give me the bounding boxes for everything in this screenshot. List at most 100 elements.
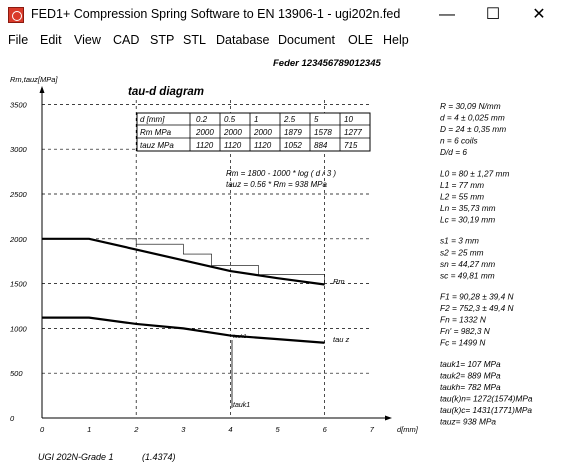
- table-cell: 1578: [314, 128, 332, 137]
- y-axis-arrow-icon: [39, 86, 45, 93]
- series-line-tauz: [42, 316, 325, 344]
- result-line: s2 = 25 mm: [440, 247, 484, 257]
- result-line: Fn' = 982,3 N: [440, 326, 490, 336]
- series-label-tauz: tau z: [333, 335, 350, 344]
- table-cell: d [mm]: [140, 115, 165, 124]
- table-cell: 0.2: [196, 115, 208, 124]
- menu-database[interactable]: Database: [216, 33, 270, 47]
- menu-stl[interactable]: STL: [183, 33, 206, 47]
- menu-stp[interactable]: STP: [150, 33, 175, 47]
- table-cell: 2000: [253, 128, 272, 137]
- result-line: n = 6 coils: [440, 136, 478, 146]
- menu-edit[interactable]: Edit: [40, 33, 62, 47]
- menu-document[interactable]: Document: [278, 33, 335, 47]
- table-cell: 1277: [344, 128, 362, 137]
- table-cell: 1879: [284, 128, 302, 137]
- table-cell: 1120: [254, 141, 272, 150]
- y-tick-label: 3500: [10, 100, 28, 109]
- material-factor: (1.4374): [142, 452, 176, 462]
- result-line: tau(k)c= 1431(1771)MPa: [440, 405, 532, 415]
- x-tick-label: 6: [323, 425, 328, 434]
- result-line: Ln = 35,73 mm: [440, 203, 496, 213]
- result-line: tauk2= 889 MPa: [440, 370, 501, 380]
- table-cell: 1052: [284, 141, 302, 150]
- x-tick-label: 3: [181, 425, 186, 434]
- material-name: UGI 202N-Grade 1: [38, 452, 114, 462]
- chart-title: tau-d diagram: [128, 86, 204, 98]
- result-line: sc = 49,81 mm: [440, 270, 495, 280]
- formula-rm: Rm = 1800 - 1000 * log ( d / 3 ): [226, 169, 336, 178]
- document-canvas: Feder 123456789012345 Rm,tauz[MPa] tau-d…: [9, 58, 533, 462]
- y-tick-label: 0: [10, 414, 15, 423]
- menu-view[interactable]: View: [74, 33, 101, 47]
- table-cell: 10: [344, 115, 353, 124]
- x-axis-arrow-icon: [385, 415, 392, 421]
- result-line: tauk1= 107 MPa: [440, 359, 501, 369]
- table-cell: tauz MPa: [140, 141, 174, 150]
- y-tick-label: 1000: [10, 324, 28, 333]
- x-tick-label: 7: [370, 425, 375, 434]
- result-line: L2 = 55 mm: [440, 191, 484, 201]
- result-line: tau(k)n= 1272(1574)MPa: [440, 394, 533, 404]
- menu-help[interactable]: Help: [383, 33, 409, 47]
- formula-tauz: tauz = 0.56 * Rm = 938 MPa: [226, 180, 327, 189]
- x-tick-label: 5: [276, 425, 281, 434]
- table-cell: Rm MPa: [140, 128, 172, 137]
- close-button[interactable]: ✕: [532, 6, 546, 23]
- rm-step-line: [126, 238, 325, 285]
- tauk1-top-label: tauk1: [233, 334, 246, 340]
- menu-bar: File Edit View CAD STP STL Database Docu…: [0, 30, 562, 52]
- series-line-rm: [42, 237, 325, 286]
- result-line: Lc = 30,19 mm: [440, 215, 495, 225]
- y-tick-labels: 3500 3000 2500 2000 1500 1000 500 0: [9, 100, 28, 423]
- x-tick-labels: 0 1 2 3 4 5 6 7: [40, 425, 375, 434]
- chart-grid: [42, 100, 372, 418]
- table-cell: 715: [344, 141, 358, 150]
- title-bar: FED1+ Compression Spring Software to EN …: [0, 0, 562, 30]
- table-cell: 1120: [196, 141, 214, 150]
- table-cell: 1: [254, 115, 258, 124]
- minimize-button[interactable]: —: [439, 6, 455, 23]
- results-panel: R = 30,09 N/mm d = 4 ± 0,025 mmD = 24 ± 0…: [440, 101, 533, 427]
- table-cell: 884: [314, 141, 328, 150]
- result-line: tauz= 938 MPa: [440, 417, 496, 427]
- table-cell: 1120: [224, 141, 242, 150]
- result-line: F1 = 90,28 ± 39,4 N: [440, 292, 514, 302]
- feder-label: Feder 123456789012345: [273, 58, 381, 69]
- x-tick-label: 4: [228, 425, 232, 434]
- x-tick-label: 2: [133, 425, 139, 434]
- result-line: d = 4 ± 0,025 mm: [440, 113, 505, 123]
- result-line: Fn = 1332 N: [440, 315, 486, 325]
- y-tick-label: 1500: [10, 280, 28, 289]
- chart-series: [42, 237, 325, 344]
- y-tick-label: 3000: [10, 145, 28, 154]
- result-line: L0 = 80 ± 1,27 mm: [440, 168, 509, 178]
- table-cell: 5: [314, 115, 319, 124]
- drawing-area: Feder 123456789012345 Rm,tauz[MPa] tau-d…: [0, 52, 562, 465]
- series-label-rm: Rm: [333, 277, 345, 286]
- window-title: FED1+ Compression Spring Software to EN …: [31, 7, 401, 21]
- x-tick-label: 1: [87, 425, 91, 434]
- result-line: D = 24 ± 0,35 mm: [440, 124, 506, 134]
- menu-file[interactable]: File: [8, 33, 29, 47]
- menu-cad[interactable]: CAD: [113, 33, 140, 47]
- app-icon: [8, 7, 24, 23]
- result-line: R = 30,09 N/mm: [440, 101, 501, 111]
- menu-ole[interactable]: OLE: [348, 33, 374, 47]
- result-line: sn = 44,27 mm: [440, 259, 495, 269]
- tauk1-label: tauk1: [233, 402, 250, 409]
- result-line: taukh= 782 MPa: [440, 382, 501, 392]
- y-tick-label: 2500: [9, 190, 28, 199]
- maximize-button[interactable]: ☐: [485, 6, 501, 23]
- result-line: D/d = 6: [440, 147, 467, 157]
- result-line: L1 = 77 mm: [440, 180, 484, 190]
- y-tick-label: 2000: [9, 235, 28, 244]
- result-line: s1 = 3 mm: [440, 236, 479, 246]
- y-tick-label: 500: [10, 369, 23, 378]
- table-cell: 0.5: [224, 115, 236, 124]
- x-tick-label: 0: [40, 425, 45, 434]
- x-axis-label: d[mm]: [397, 425, 419, 434]
- table-cell: 2.5: [283, 115, 296, 124]
- result-line: Fc = 1499 N: [440, 338, 485, 348]
- y-axis-label: Rm,tauz[MPa]: [10, 75, 58, 84]
